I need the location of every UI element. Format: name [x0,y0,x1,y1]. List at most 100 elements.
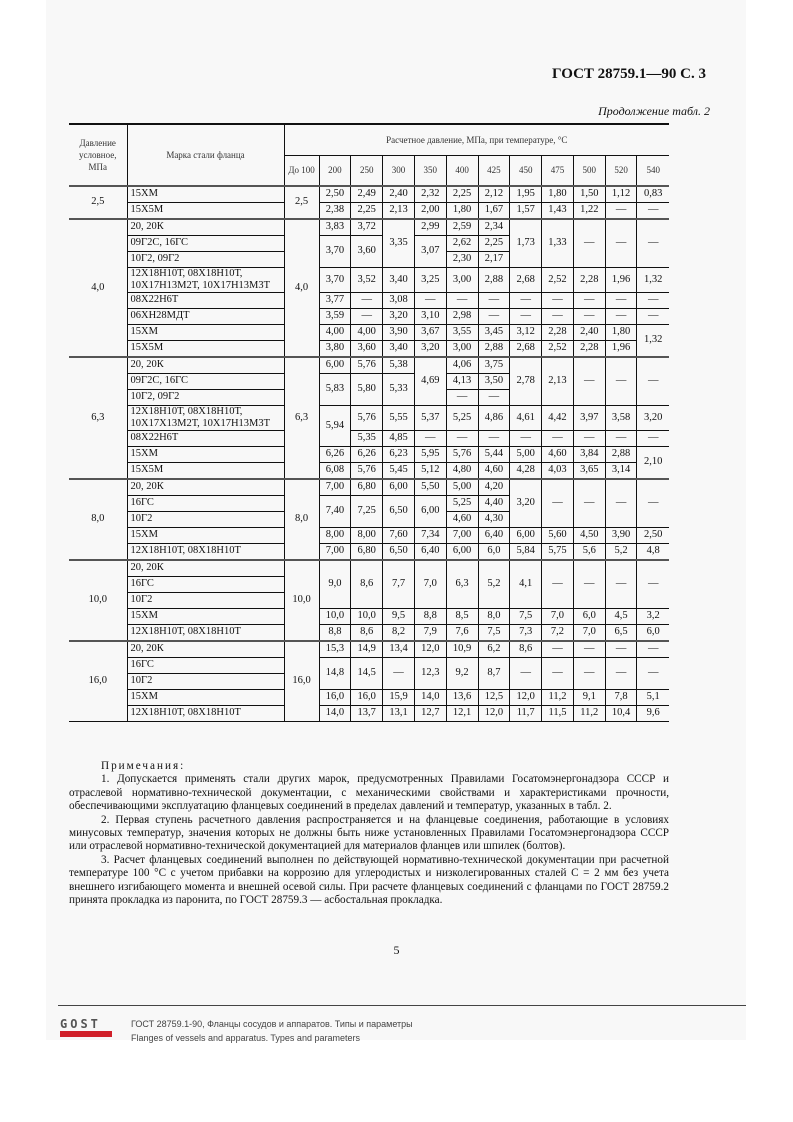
steel-grade-cell: 09Г2С, 16ГС [126,372,285,390]
pressure-value-cell: 12,1 [445,704,479,722]
pressure-value-cell: 4,80 [445,461,479,479]
pressure-group: 2,5 15ХМ 2,5 2,50 2,49 2,40 2,32 2,25 2,12 1,95 1,… [69,184,669,219]
logo-red-bar [60,1031,112,1037]
pressure-value-cell: — [541,307,574,325]
pressure-value-cell: 8,6 [509,639,543,658]
pressure-value-cell: 9,2 [445,656,479,690]
pressure-value-cell: 4,60 [541,445,574,463]
pressure-value-cell: — [350,291,384,309]
pressure-value-cell: 2,25 [350,201,384,219]
nominal-pressure-cell: 6,3 [69,355,128,479]
pressure-value-cell: 8,8 [413,607,447,625]
pressure-value-cell: 8,0 [477,607,511,625]
pressure-value-cell: — [604,217,638,268]
header-upto-100: До 100 [283,155,320,186]
pressure-value-cell: 3,20 [382,307,415,325]
table-row: 15ХМ 16,0 16,0 15,9 14,0 13,6 12,5 12,0 11,2 9,1 7… [69,688,669,706]
pressure-value-cell: 1,80 [604,323,638,341]
pressure-value-cell: 3,10 [413,307,447,325]
pressure-value-cell: — [636,639,669,658]
pressure-value-cell: 3,35 [382,217,415,268]
pressure-value-cell: 3,59 [318,307,352,325]
pressure-value-cell: 10,9 [445,639,479,658]
footer-text: ГОСТ 28759.1-90, Фланцы сосудов и аппара… [131,1017,413,1045]
pressure-value-cell: 2,50 [318,184,352,203]
pressure-value-cell: — [541,558,574,609]
header-temp-450: 450 [509,155,543,186]
steel-grade-cell: 12Х18Н10Т, 08Х18Н10Т [126,704,285,722]
table-row: 09Г2С, 16ГС 3,70 3,60 3,07 2,62 2,25 [69,234,669,268]
pressure-value-cell: 16,0 [318,688,352,706]
pressure-value-cell: — [572,558,606,609]
table-row: 16ГС 14,8 14,5—12,3 9,2 8,7— — — — — [69,656,669,690]
pressure-value-cell: 4,40 [477,494,510,512]
pressure-value-cell: 4,42 [541,404,574,431]
pressure-value-cell: 8,8 [318,623,352,641]
pressure-value-cell: 1,32 [636,323,669,357]
pressure-value-cell: — [604,639,638,658]
pressure-value-cell: 3,20 [509,477,543,528]
table-row: 12Х18Н10Т, 08Х18Н10Т 8,8 8,6 8,2 7,9 7,6 7,5 7,… [69,623,669,641]
pressure-value-cell: 4,03 [541,461,574,479]
pressure-value-cell: 12,3 [413,656,447,690]
pressure-value-cell: 6,26 [318,445,352,463]
pressure-value-cell: — [509,307,543,325]
steel-grade-cell: 08Х22Н6Т [126,291,285,309]
pressure-value-cell: 3,52 [350,266,384,293]
pressure-value-cell: — [541,639,574,658]
pressure-value-cell: 2,38 [318,201,352,219]
pressure-value-cell: 1,12 [604,184,638,203]
upto-100-cell: 16,0 [283,639,320,722]
pressure-value-cell: 7,60 [382,526,415,544]
pressure-value-cell: 11,7 [509,704,543,722]
pressure-value-cell: 6,0 [636,623,669,641]
steel-grade-cell: 10Г2 [126,591,285,609]
pressure-value-cell: 3,60 [350,234,384,268]
upto-100-cell: 6,3 [283,355,320,479]
pressure-value-cell: 4,1 [509,558,543,609]
pressure-value-cell: — [604,201,638,219]
pressure-value-cell: 3,60 [350,339,384,357]
pressure-value-cell: 5,38 [382,355,415,374]
pressure-value-cell: 1,80 [445,201,479,219]
pressure-value-cell: 7,7 [382,558,415,609]
pressure-value-cell: 3,72 [350,217,384,236]
pressure-value-cell: — [604,558,638,609]
pressure-value-cell: 7,40 [318,494,352,528]
table-row: 08Х22Н6Т 5,35 4,85— — — — — — — — [69,429,669,447]
pressure-value-cell: 3,2 [636,607,669,625]
steel-grade-cell: 15ХМ [126,688,285,706]
pressure-value-cell: 1,57 [509,201,543,219]
steel-grade-cell: 20, 20К [126,477,285,496]
pressure-value-cell: — [636,656,669,690]
pressure-value-cell: 5,2 [477,558,511,609]
pressure-value-cell: — [572,355,606,406]
pressure-value-cell: 6,2 [477,639,511,658]
pressure-value-cell: 9,0 [318,558,352,609]
pressure-value-cell: — [477,388,510,406]
pressure-value-cell: 6,0 [477,542,511,560]
pressure-value-cell: 5,1 [636,688,669,706]
steel-grade-cell: 15ХМ [126,323,285,341]
pressure-value-cell: 6,00 [318,355,352,374]
pressure-value-cell: 10,4 [604,704,638,722]
pressure-value-cell: 2,59 [445,217,479,236]
pressure-value-cell: 7,8 [604,688,638,706]
header-temp-400: 400 [445,155,479,186]
pressure-value-cell: 1,73 [509,217,543,268]
table-row: 10,0 20, 20К 10,0 9,0 8,6 7,7 7,0 6,3 5,2 4,1— — — — [69,558,669,641]
pressure-value-cell: 4,61 [509,404,543,431]
pressure-value-cell: 5,33 [382,372,415,406]
pressure-value-cell: 1,96 [604,339,637,357]
table-row: 09Г2С, 16ГС 5,83 5,80 5,33 4,13 3,50 [69,372,669,406]
pressure-value-cell: 2,52 [541,266,574,293]
steel-grade-cell: 10Г2 [126,510,285,528]
pressure-value-cell: 9,5 [382,607,415,625]
header-temp-250: 250 [350,155,384,186]
steel-grade-cell: 12Х18Н10Т, 08Х18Н10Т [126,623,285,641]
steel-grade-cell: 12Х18Н10Т, 08Х18Н10Т [126,542,285,560]
pressure-value-cell: 5,95 [413,445,447,463]
steel-grade-cell: 15Х5М [126,461,285,479]
pressure-value-cell: 3,07 [413,234,447,268]
steel-grade-cell: 10Г2, 09Г2 [126,250,285,268]
